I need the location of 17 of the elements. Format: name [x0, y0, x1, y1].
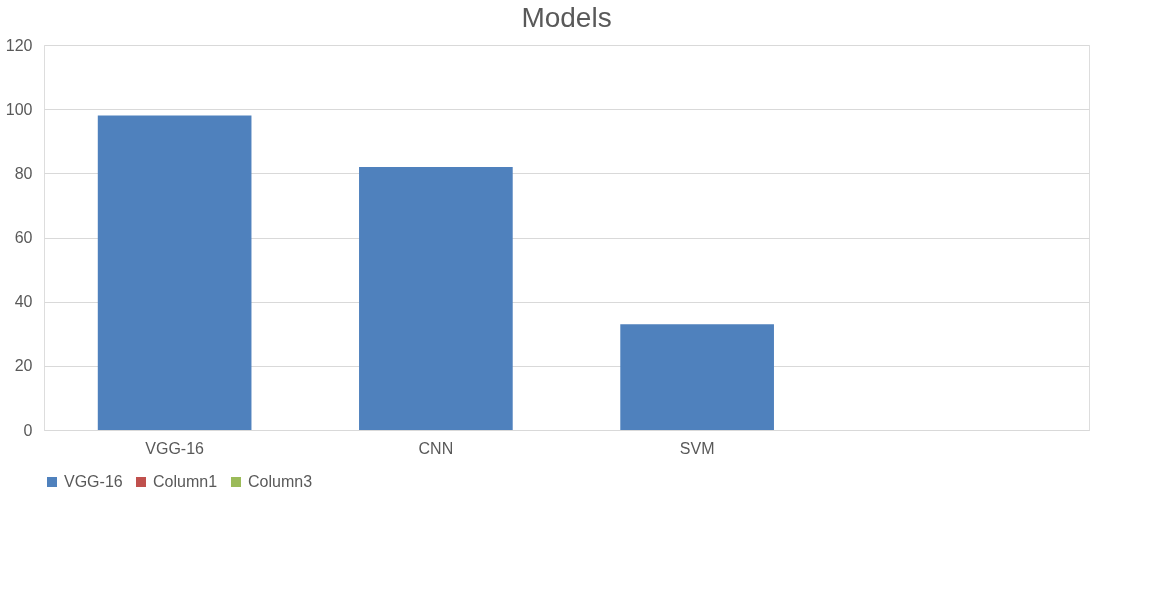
y-tick-label: 120 [5, 36, 33, 54]
y-tick-label: 80 [14, 164, 33, 182]
x-tick-label: VGG-16 [145, 439, 205, 457]
chart-title: Models [521, 2, 612, 33]
legend-label: VGG-16 [64, 473, 123, 490]
x-tick-label: CNN [418, 439, 454, 457]
x-tick-label: SVM [679, 439, 715, 457]
y-tick-label: 60 [14, 229, 33, 246]
y-tick-label: 20 [14, 357, 33, 375]
bar [97, 115, 252, 430]
bar [359, 166, 513, 430]
y-tick-label: 100 [5, 100, 33, 118]
legend-label: Column3 [248, 473, 313, 490]
y-tick-label: 40 [14, 293, 33, 311]
legend-label: Column1 [153, 473, 218, 490]
bar [620, 324, 774, 430]
y-tick-label: 0 [23, 421, 33, 439]
